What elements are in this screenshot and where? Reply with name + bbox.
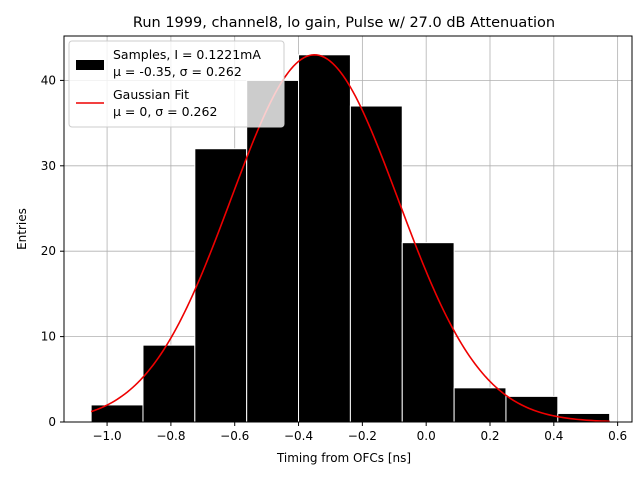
histogram-bar [349, 105, 403, 423]
histogram-bar [401, 242, 455, 423]
histogram-bar [142, 344, 196, 423]
x-tick-label: −0.8 [156, 429, 185, 443]
y-tick-label: 40 [41, 73, 56, 87]
legend-samples-label-line1: Samples, I = 0.1221mA [113, 47, 261, 62]
x-axis: −1.0 −0.8 −0.6 −0.4 −0.2 0.0 0.2 0.4 0.6 [93, 422, 627, 443]
legend-samples-swatch [76, 60, 104, 70]
legend-fit-label-line2: μ = 0, σ = 0.262 [113, 104, 217, 119]
x-tick-label: −1.0 [93, 429, 122, 443]
histogram-bar [453, 387, 507, 423]
y-tick-label: 20 [41, 244, 56, 258]
y-tick-label: 30 [41, 159, 56, 173]
y-axis: 0 10 20 30 40 [41, 73, 64, 429]
histogram-bar [298, 54, 351, 423]
histogram-bar [90, 404, 144, 423]
x-tick-label: 0.2 [480, 429, 499, 443]
legend: Samples, I = 0.1221mA μ = -0.35, σ = 0.2… [68, 40, 285, 128]
x-tick-label: −0.6 [220, 429, 249, 443]
x-axis-label: Timing from OFCs [ns] [276, 451, 411, 465]
plot-frame [63, 35, 633, 423]
x-tick-label: −0.2 [348, 429, 377, 443]
y-tick-label: 0 [48, 415, 56, 429]
legend-fit-label-line1: Gaussian Fit [113, 87, 189, 102]
x-tick-label: 0.4 [544, 429, 563, 443]
chart-title: Run 1999, channel8, lo gain, Pulse w/ 27… [133, 15, 555, 31]
legend-samples-label-line2: μ = -0.35, σ = 0.262 [113, 64, 242, 79]
histogram-bar [194, 148, 248, 423]
x-tick-label: −0.4 [284, 429, 313, 443]
gaussian-fit-curve [90, 53, 610, 423]
y-axis-label: Entries [15, 208, 29, 250]
x-tick-label: 0.6 [608, 429, 627, 443]
x-tick-label: 0.0 [417, 429, 436, 443]
histogram-bar [246, 79, 300, 423]
legend-box [68, 40, 285, 128]
y-tick-label: 10 [41, 330, 56, 344]
